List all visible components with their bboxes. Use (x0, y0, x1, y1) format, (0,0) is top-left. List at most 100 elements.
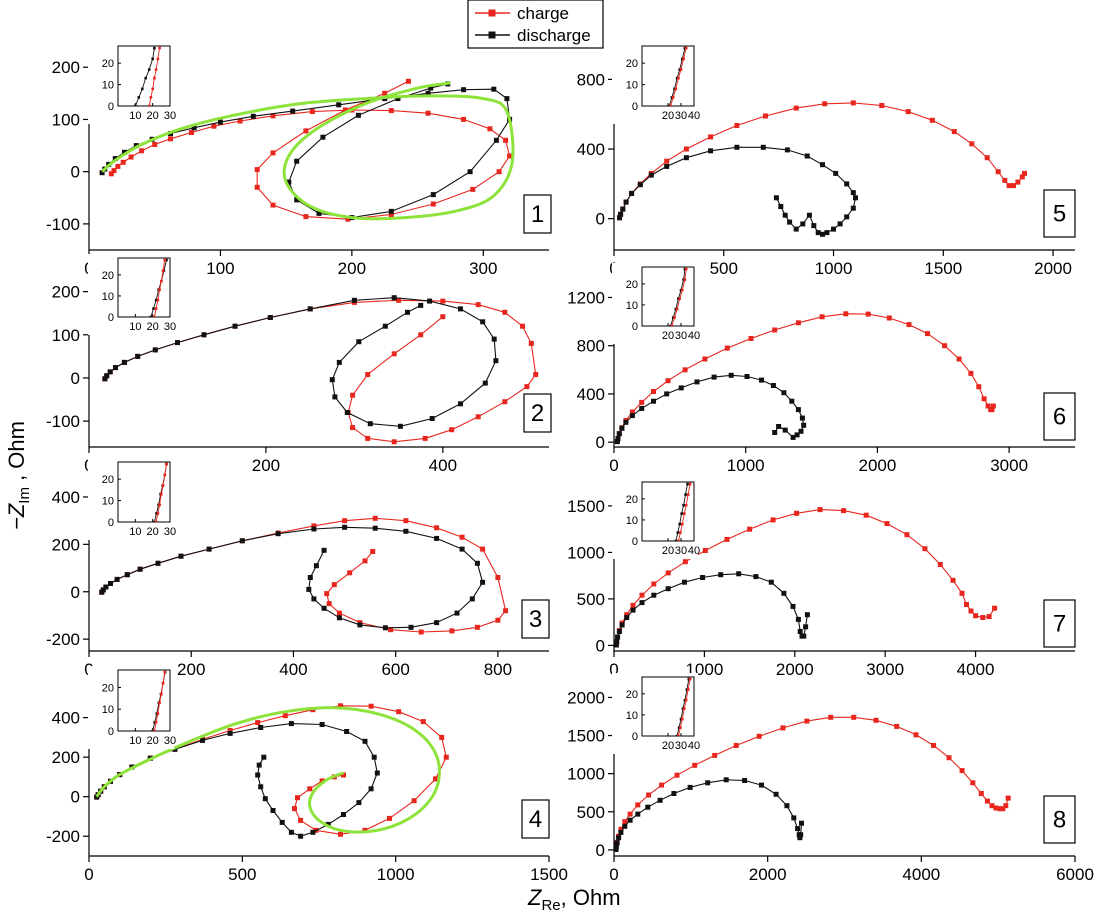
panel-label-box (1043, 189, 1076, 238)
inset-series (153, 462, 168, 522)
series-charge-point (433, 776, 438, 782)
series-charge-point (341, 772, 346, 778)
series-charge-point (108, 171, 114, 177)
series-discharge-point (797, 835, 803, 841)
series-discharge-point (844, 214, 850, 220)
inset-y-tick-label: 20 (102, 58, 114, 70)
series-discharge-point (311, 596, 317, 602)
series-charge-point (629, 409, 635, 415)
series-discharge-point (797, 629, 803, 634)
series-discharge-point (778, 204, 784, 209)
series-charge-point (422, 435, 428, 441)
series-charge-point (430, 201, 436, 207)
inset-charge-point (679, 726, 682, 729)
series-charge-point (747, 526, 753, 532)
series-discharge-point (791, 815, 797, 821)
series-discharge-point (342, 524, 348, 530)
y-tick-label: 1000 (567, 543, 605, 562)
series-charge-point (425, 110, 431, 116)
series-discharge-point (614, 844, 619, 850)
series-charge-point (368, 703, 374, 709)
series-discharge-point (279, 819, 285, 825)
series-charge-point (906, 322, 912, 328)
inset-x-tick-label: 20 (147, 526, 159, 538)
series-charge-point (443, 754, 449, 760)
inset-x-tick-label: 20 (147, 735, 159, 747)
series-discharge-point (645, 804, 651, 810)
x-tick-label: 200 (338, 259, 366, 278)
series-charge-point (388, 108, 394, 114)
inset-charge-point (154, 520, 158, 522)
series-charge-point (683, 146, 689, 152)
inset-discharge-point (155, 512, 158, 515)
series-charge-point (980, 615, 986, 620)
series-charge-point (520, 323, 525, 329)
series-charge-point (1002, 177, 1008, 183)
series-discharge-point (250, 113, 256, 119)
series-charge-point (922, 546, 928, 552)
inset-discharge-point (154, 298, 158, 302)
inset-y-tick-label: 0 (632, 731, 638, 743)
series-discharge-point (759, 377, 764, 383)
series-discharge-point (298, 833, 304, 839)
inset-discharge-point (137, 96, 141, 99)
series-discharge-point (804, 612, 810, 618)
panel-label-box (1043, 795, 1076, 844)
series-charge-point (925, 331, 930, 337)
series-charge-point (459, 534, 465, 540)
series-charge-point (475, 414, 481, 420)
series-discharge-point (708, 148, 714, 154)
x-tick-label: 400 (429, 456, 457, 475)
panel-label-box (521, 599, 550, 639)
series-charge-point (702, 356, 708, 362)
series-discharge-point (367, 421, 373, 427)
series-charge-point (873, 717, 879, 723)
series-discharge-point (787, 219, 793, 225)
series-discharge-point (310, 829, 316, 835)
series-charge-point (338, 831, 343, 837)
series-discharge-point (798, 428, 804, 434)
series-charge-point (828, 714, 834, 720)
x-axis-title: ZRe, Ohm (527, 885, 621, 914)
inset-charge-point (160, 279, 163, 283)
series-charge-point (937, 562, 943, 567)
y-axis-title: −ZIm , Ohm (4, 421, 33, 530)
series-discharge-point (261, 754, 267, 760)
series-charge-point (682, 559, 688, 565)
series-discharge-point (700, 575, 706, 580)
inset-charge-point (681, 288, 684, 292)
series-charge-point (502, 309, 508, 315)
series-discharge-point (833, 170, 839, 176)
inset-y-tick-label: 20 (626, 58, 638, 70)
series-charge-point (365, 372, 371, 377)
inset-charge-point (158, 46, 161, 50)
series-discharge-point (382, 625, 388, 631)
inset-background (88, 42, 174, 124)
series-group (99, 78, 515, 222)
inset-charge-point (151, 87, 154, 91)
series-charge-point (362, 558, 368, 564)
series-charge-point (298, 817, 304, 823)
series-charge-point (365, 435, 371, 441)
inset-y-tick-label: 20 (626, 494, 638, 506)
series-discharge-line (615, 779, 803, 850)
series-discharge-point (99, 170, 105, 176)
series-charge-point (1000, 806, 1006, 812)
x-axis-title-main: Z (527, 885, 543, 910)
panel-label-box (523, 393, 552, 433)
inset-discharge-point (153, 46, 156, 50)
series-discharge-point (362, 738, 368, 744)
series-charge-point (822, 101, 828, 107)
series-discharge-point (325, 821, 331, 827)
inset-series (669, 267, 688, 326)
inset-discharge-point (152, 307, 155, 310)
series-charge-point (712, 752, 718, 758)
series-charge-point (307, 786, 313, 792)
inset-charge-point (677, 734, 680, 736)
inset-discharge-point (685, 688, 689, 691)
series-charge-point (976, 384, 982, 390)
series-charge-point (434, 525, 440, 531)
x-tick-label: 4000 (957, 660, 995, 679)
series-charge-point (311, 523, 317, 529)
series-charge-point (905, 109, 911, 115)
